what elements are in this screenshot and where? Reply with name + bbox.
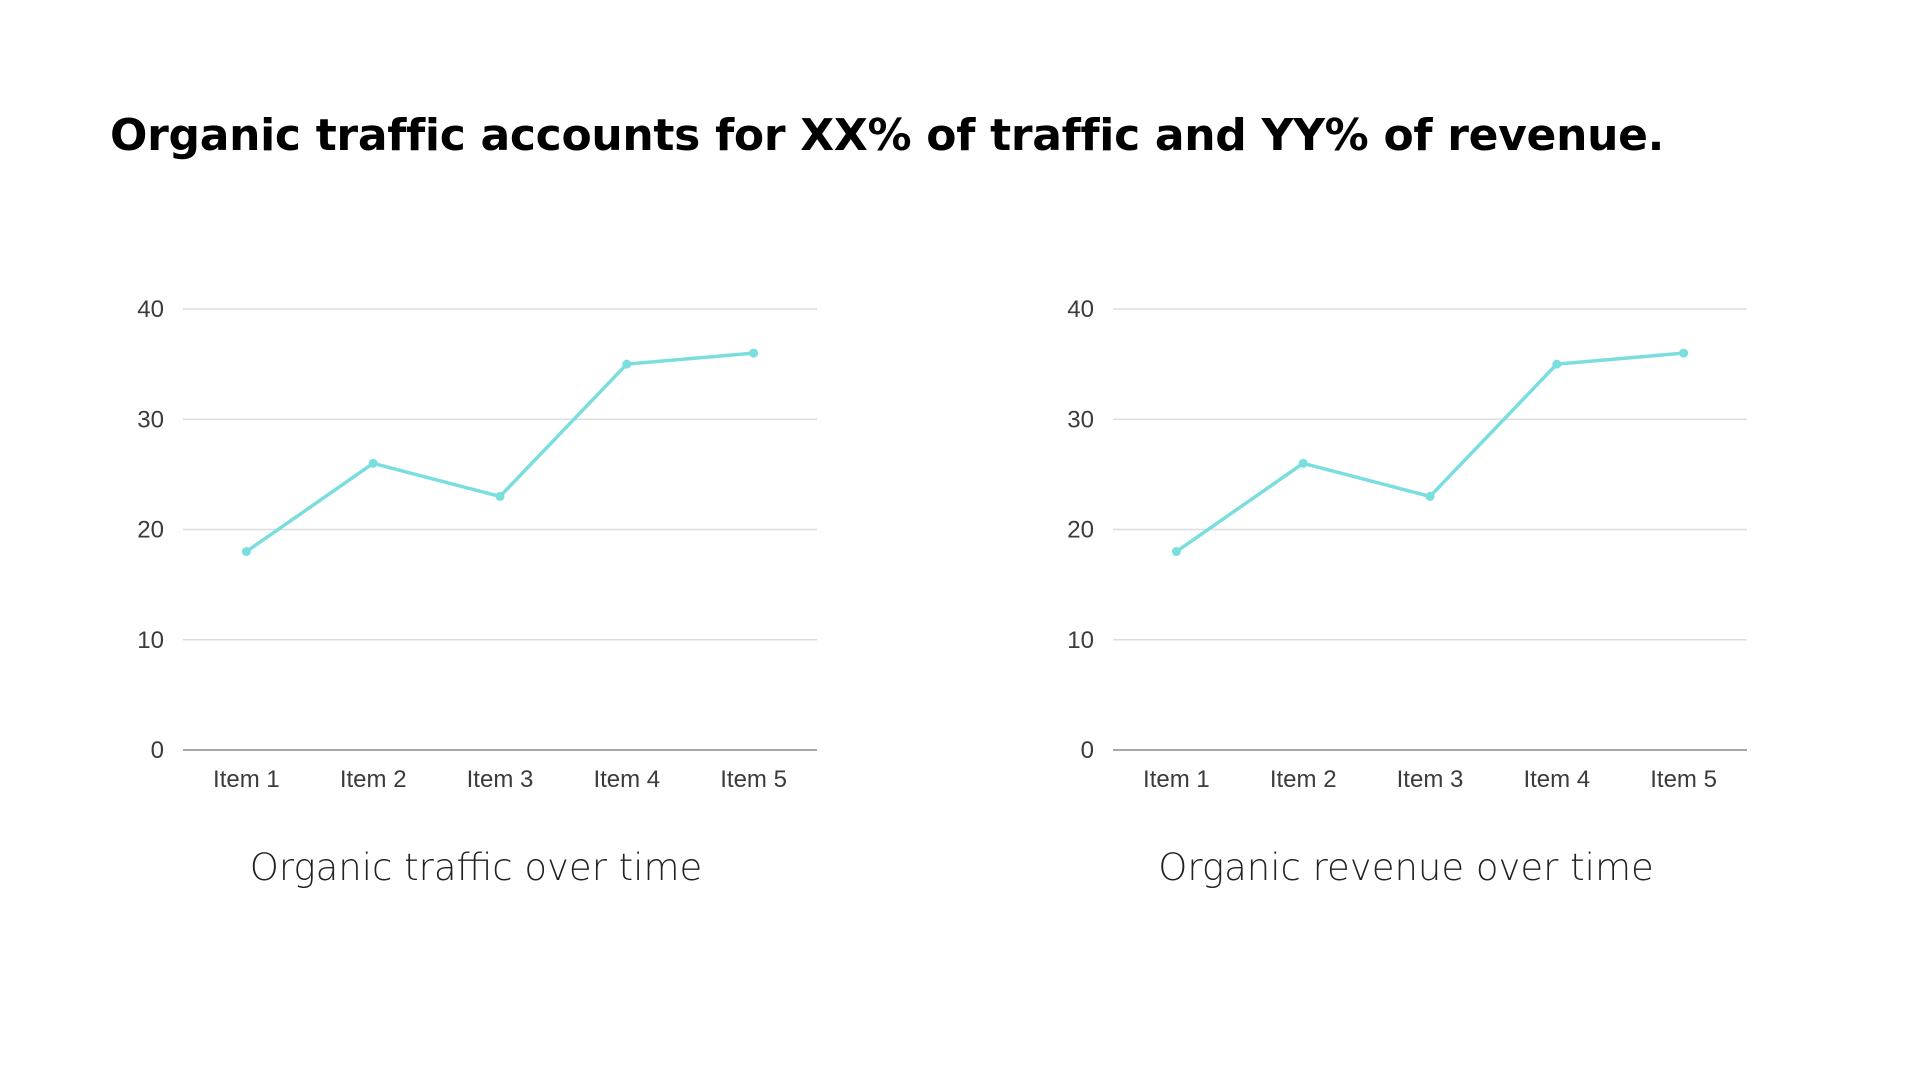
data-point bbox=[1298, 458, 1308, 468]
series-line bbox=[1174, 351, 1686, 554]
data-point bbox=[241, 547, 251, 557]
slide-title: Organic traffic accounts for XX% of traf… bbox=[110, 110, 1665, 161]
data-point bbox=[1425, 491, 1435, 501]
y-tick-label: 0 bbox=[151, 737, 164, 764]
y-tick-label: 30 bbox=[1067, 406, 1094, 433]
x-tick-label: Item 5 bbox=[720, 766, 787, 793]
data-point bbox=[622, 359, 632, 369]
y-tick-label: 20 bbox=[1067, 517, 1094, 544]
chart-panel-revenue: 0 10 20 30 40 Item 1 Item 2 Item 3 Item 4 Item 5 … bbox=[930, 0, 1830, 1080]
data-point bbox=[1679, 348, 1689, 358]
chart-caption-traffic: Organic traffic over time bbox=[249, 846, 703, 889]
revenue-line-chart: 0 10 20 30 40 Item 1 Item 2 Item 3 Item 4 Item 5 bbox=[1067, 296, 1747, 793]
x-tick-label: Item 4 bbox=[593, 766, 660, 793]
traffic-line-chart: 0 10 20 30 40 Item 1 Item 2 Item 3 Item 4 Item 5 bbox=[137, 296, 817, 793]
y-tick-label: 20 bbox=[137, 517, 164, 544]
x-tick-label: Item 3 bbox=[1397, 766, 1464, 793]
data-point bbox=[1552, 359, 1562, 369]
data-point bbox=[749, 348, 759, 358]
data-point bbox=[1171, 547, 1181, 557]
x-tick-label: Item 1 bbox=[1143, 766, 1210, 793]
data-point bbox=[495, 491, 505, 501]
series-line bbox=[244, 351, 756, 554]
x-tick-label: Item 2 bbox=[340, 766, 407, 793]
y-tick-label: 0 bbox=[1081, 737, 1094, 764]
x-tick-label: Item 2 bbox=[1270, 766, 1337, 793]
y-tick-label: 30 bbox=[137, 406, 164, 433]
y-tick-label: 40 bbox=[1067, 296, 1094, 323]
chart-caption-revenue: Organic revenue over time bbox=[1158, 846, 1654, 889]
x-tick-label: Item 4 bbox=[1523, 766, 1590, 793]
data-point bbox=[368, 458, 378, 468]
y-tick-label: 10 bbox=[137, 627, 164, 654]
x-tick-label: Item 5 bbox=[1650, 766, 1717, 793]
y-tick-label: 40 bbox=[137, 296, 164, 323]
x-tick-label: Item 1 bbox=[213, 766, 280, 793]
x-tick-label: Item 3 bbox=[467, 766, 534, 793]
chart-panel-traffic: 0 10 20 30 40 Item 1 Item 2 Item 3 Item 4 Item 5 … bbox=[0, 0, 900, 1080]
y-tick-label: 10 bbox=[1067, 627, 1094, 654]
